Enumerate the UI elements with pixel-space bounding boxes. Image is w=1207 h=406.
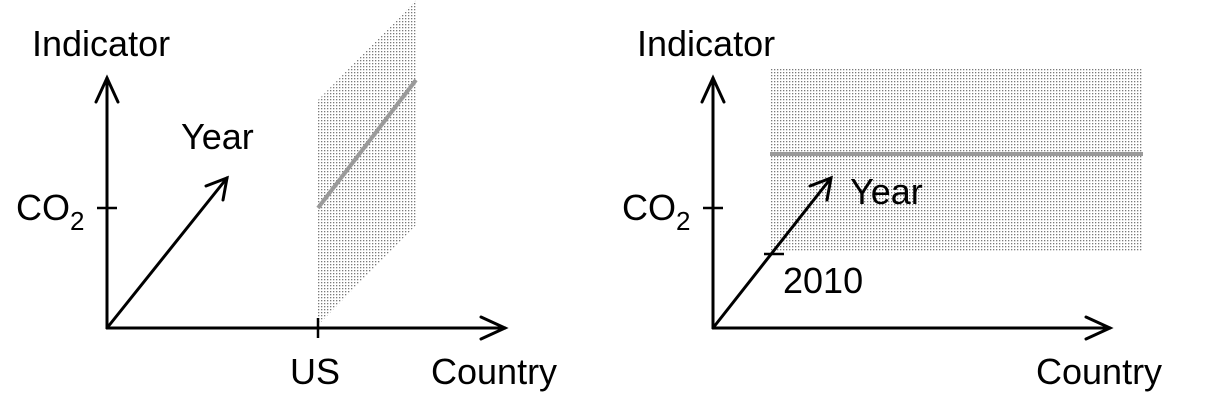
year-2010-slice-plane — [770, 68, 1143, 251]
right-z-arrowhead — [808, 175, 833, 202]
left-y-arrowhead — [94, 74, 120, 104]
right-x-arrowhead — [1084, 315, 1114, 341]
left-x-axis-label: Country — [431, 351, 557, 392]
left-x-arrowhead — [479, 315, 509, 341]
left-z-axis-label: Year — [181, 116, 254, 157]
left-z-arrowhead — [204, 175, 229, 202]
left-diagram: Indicator Year CO2 US Country — [16, 0, 557, 392]
co2-us-series-line — [316, 78, 418, 210]
left-z-axis — [105, 176, 229, 330]
us-slice-plane — [318, 0, 416, 325]
right-y-arrowhead — [700, 74, 726, 104]
right-y-axis-label: Indicator — [637, 23, 775, 64]
right-co2-label: CO2 — [622, 187, 690, 236]
right-diagram: Indicator Year CO2 2010 Country — [622, 23, 1162, 392]
left-us-label: US — [290, 351, 340, 392]
left-co2-label: CO2 — [16, 187, 84, 236]
right-z-axis-label: Year — [850, 171, 923, 212]
right-x-axis-label: Country — [1036, 351, 1162, 392]
right-2010-label: 2010 — [783, 260, 863, 301]
left-y-axis-label: Indicator — [32, 23, 170, 64]
